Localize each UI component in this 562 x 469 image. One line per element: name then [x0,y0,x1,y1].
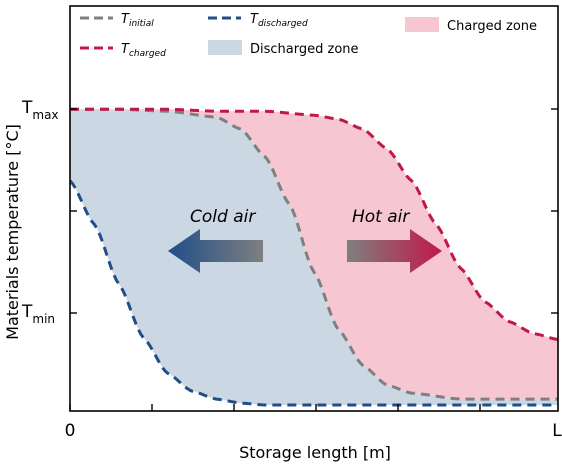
legend-label-charged-zone: Charged zone [447,19,537,34]
legend-label-t-initial: Tinitial [121,12,154,29]
legend-swatch-discharged-zone [208,40,242,55]
x-axis-label: Storage length [m] [239,443,391,462]
hot-air-label: Hot air [352,207,410,227]
t-charged-line [70,107,558,342]
x-tick-label-0: 0 [65,421,76,441]
plot-frame [69,5,559,412]
y-axis-label: Materials temperature [°C] [3,124,22,340]
legend-label-t-discharged: Tdischarged [250,12,308,29]
cold-air-label: Cold air [190,207,256,227]
y-tick-label-tmax: Tmax [21,98,59,122]
cold-air-arrow [168,229,263,273]
charged-zone-area [70,109,558,400]
x-tick-label-L: L [552,421,562,441]
legend-label-discharged-zone: Discharged zone [250,42,359,57]
hot-air-arrow [347,229,442,273]
t-discharged-line [70,179,558,407]
legend-label-t-charged: Tcharged [121,42,166,59]
discharged-zone-area [70,109,558,406]
legend-swatch-charged-zone [405,17,439,32]
y-tick-label-tmin: Tmin [21,302,55,326]
legend: Tinitial Tcharged Tdischarged Discharged… [80,12,537,59]
